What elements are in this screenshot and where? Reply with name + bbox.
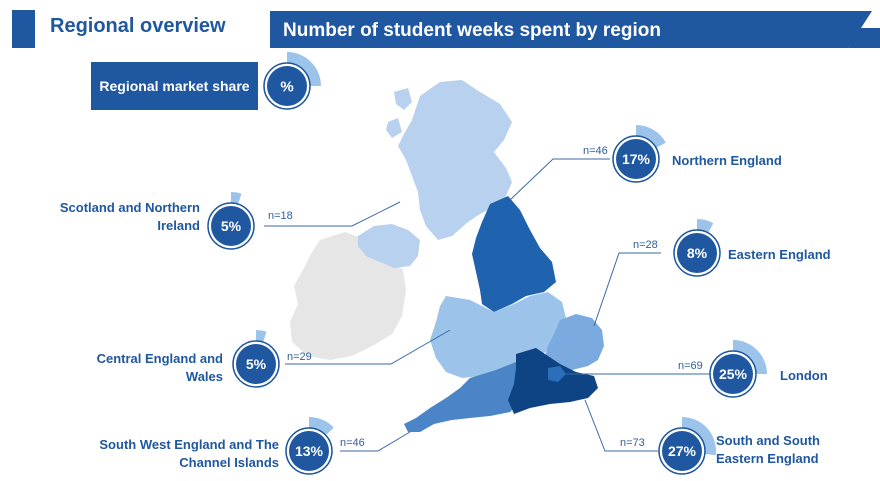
connector-scotland-ni <box>264 201 401 227</box>
n-label-london: n=69 <box>678 360 703 372</box>
n-label-central: n=29 <box>287 351 312 363</box>
map-region-eastern-england <box>544 314 604 370</box>
connector-lines <box>264 158 712 452</box>
region-label-line: Central England and <box>96 351 223 366</box>
share-badge-south-west: 13% <box>285 417 334 475</box>
section-title: Regional overview <box>50 15 226 37</box>
map-ireland <box>290 232 406 360</box>
badge-percent-label: 8% <box>687 245 708 261</box>
connector-central <box>285 329 451 365</box>
region-label-line: Eastern England <box>728 247 831 262</box>
share-badges: % 5% 17% 8% 5% 25% 13% 27% <box>207 52 767 475</box>
region-label-northern: Northern England <box>672 152 782 170</box>
region-label-london: London <box>780 367 828 385</box>
map-scotland-islands <box>386 88 412 138</box>
region-label-line: London <box>780 368 828 383</box>
region-label-line: Scotland and Northern <box>59 200 200 215</box>
n-label-eastern: n=28 <box>633 239 658 251</box>
header-banner: Number of student weeks spent by region <box>270 11 880 48</box>
share-badge-london: 25% <box>709 340 767 398</box>
badge-percent-label: 25% <box>719 366 748 382</box>
region-label-line: Channel Islands <box>179 455 279 470</box>
region-label-south-west: South West England and The Channel Islan… <box>99 436 279 472</box>
badge-percent-label: 17% <box>622 151 651 167</box>
region-label-central: Central England and Wales <box>97 350 223 386</box>
map-region-northern-england <box>472 196 556 312</box>
map-region-london <box>548 366 566 382</box>
share-badge-scotland-ni: 5% <box>207 192 255 250</box>
map-region-scotland <box>398 80 512 240</box>
connector-northern <box>509 158 610 201</box>
header-accent-bar <box>12 10 35 48</box>
region-label-south-east: South and South Eastern England <box>716 432 820 468</box>
region-label-scotland-ni: Scotland and Northern Ireland <box>60 199 200 235</box>
n-label-scotland-ni: n=18 <box>268 210 293 222</box>
map-region-south-west <box>404 362 524 432</box>
region-label-eastern: Eastern England <box>728 246 831 264</box>
region-label-line: Wales <box>185 369 223 384</box>
connector-south-east <box>584 399 658 452</box>
region-label-line: South West England and The <box>99 437 279 452</box>
badge-percent-label: 5% <box>246 356 267 372</box>
n-label-south-west: n=46 <box>340 437 365 449</box>
badge-percent-label: 13% <box>295 443 324 459</box>
connector-south-west <box>340 431 411 452</box>
badge-percent-label: 27% <box>668 443 697 459</box>
region-label-line: South and South <box>716 433 820 448</box>
share-badge-central: 5% <box>232 330 280 388</box>
connector-eastern <box>593 252 661 327</box>
main-title: Number of student weeks spent by region <box>283 20 661 41</box>
share-badge-northern: 17% <box>612 125 666 183</box>
share-badge-eastern: 8% <box>673 219 721 277</box>
map-region-northern-ireland <box>358 224 420 268</box>
n-label-south-east: n=73 <box>620 437 645 449</box>
n-label-northern: n=46 <box>583 145 608 157</box>
region-label-line: Ireland <box>157 218 200 233</box>
region-label-line: Northern England <box>672 153 782 168</box>
region-label-line: Eastern England <box>716 451 819 466</box>
badge-percent-label: 5% <box>221 218 242 234</box>
badge-percent-label: % <box>280 78 293 95</box>
share-badge-south-east: 27% <box>658 417 716 475</box>
legend-market-share-box: Regional market share <box>91 62 258 110</box>
legend-percent-badge: % <box>263 52 321 110</box>
